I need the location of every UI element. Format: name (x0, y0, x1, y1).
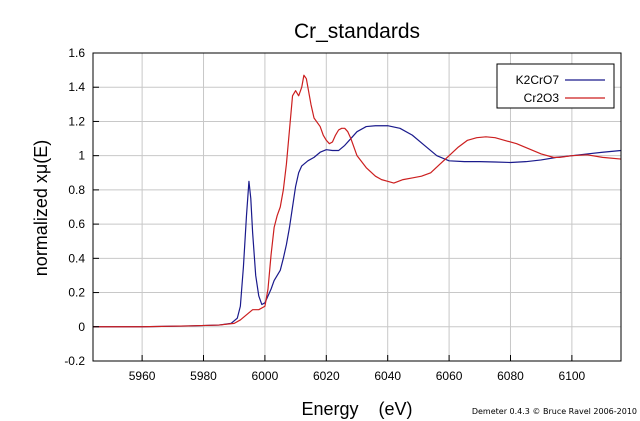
y-tick-label: 1.4 (68, 80, 85, 94)
y-tick-label: -0.2 (64, 354, 85, 368)
x-tick-label: 5960 (129, 369, 156, 383)
tick-layer: 5960 5980 6000 6020 6040 6060 6080 6100 -0.2 0 0.2… (64, 46, 585, 383)
x-tick-label: 6060 (436, 369, 463, 383)
x-tick-label: 6100 (559, 369, 586, 383)
y-tick-label: 0.6 (68, 217, 85, 231)
legend-box (496, 63, 615, 109)
x-tick-label: 6080 (497, 369, 524, 383)
legend-label: K2CrO7 (516, 73, 560, 87)
x-tick-label: 6000 (252, 369, 279, 383)
y-tick-label: 0.8 (68, 183, 85, 197)
y-tick-label: 0 (78, 320, 85, 334)
x-tick-label: 5980 (190, 369, 217, 383)
x-tick-label: 6040 (374, 369, 401, 383)
y-tick-label: 0.4 (68, 251, 85, 265)
y-axis-label: normalized xμ(E) (31, 140, 51, 276)
series-line-cr2o3 (93, 74, 622, 328)
x-axis-label: Energy (eV) (301, 399, 412, 419)
x-tick-label: 6020 (313, 369, 340, 383)
y-tick-label: 1 (78, 149, 85, 163)
series-layer (93, 74, 622, 328)
chart-title: Cr_standards (294, 20, 420, 43)
series-line-k2cro7 (93, 125, 622, 328)
y-tick-label: 1.6 (68, 46, 85, 60)
legend-label: Cr2O3 (524, 91, 560, 105)
legend: K2CrO7 Cr2O3 (496, 63, 615, 109)
plot-frame (92, 52, 622, 362)
y-tick-label: 1.2 (68, 114, 85, 128)
y-tick-label: 0.2 (68, 286, 85, 300)
credit-text: Demeter 0.4.3 © Bruce Ravel 2006-2010 (472, 407, 637, 416)
